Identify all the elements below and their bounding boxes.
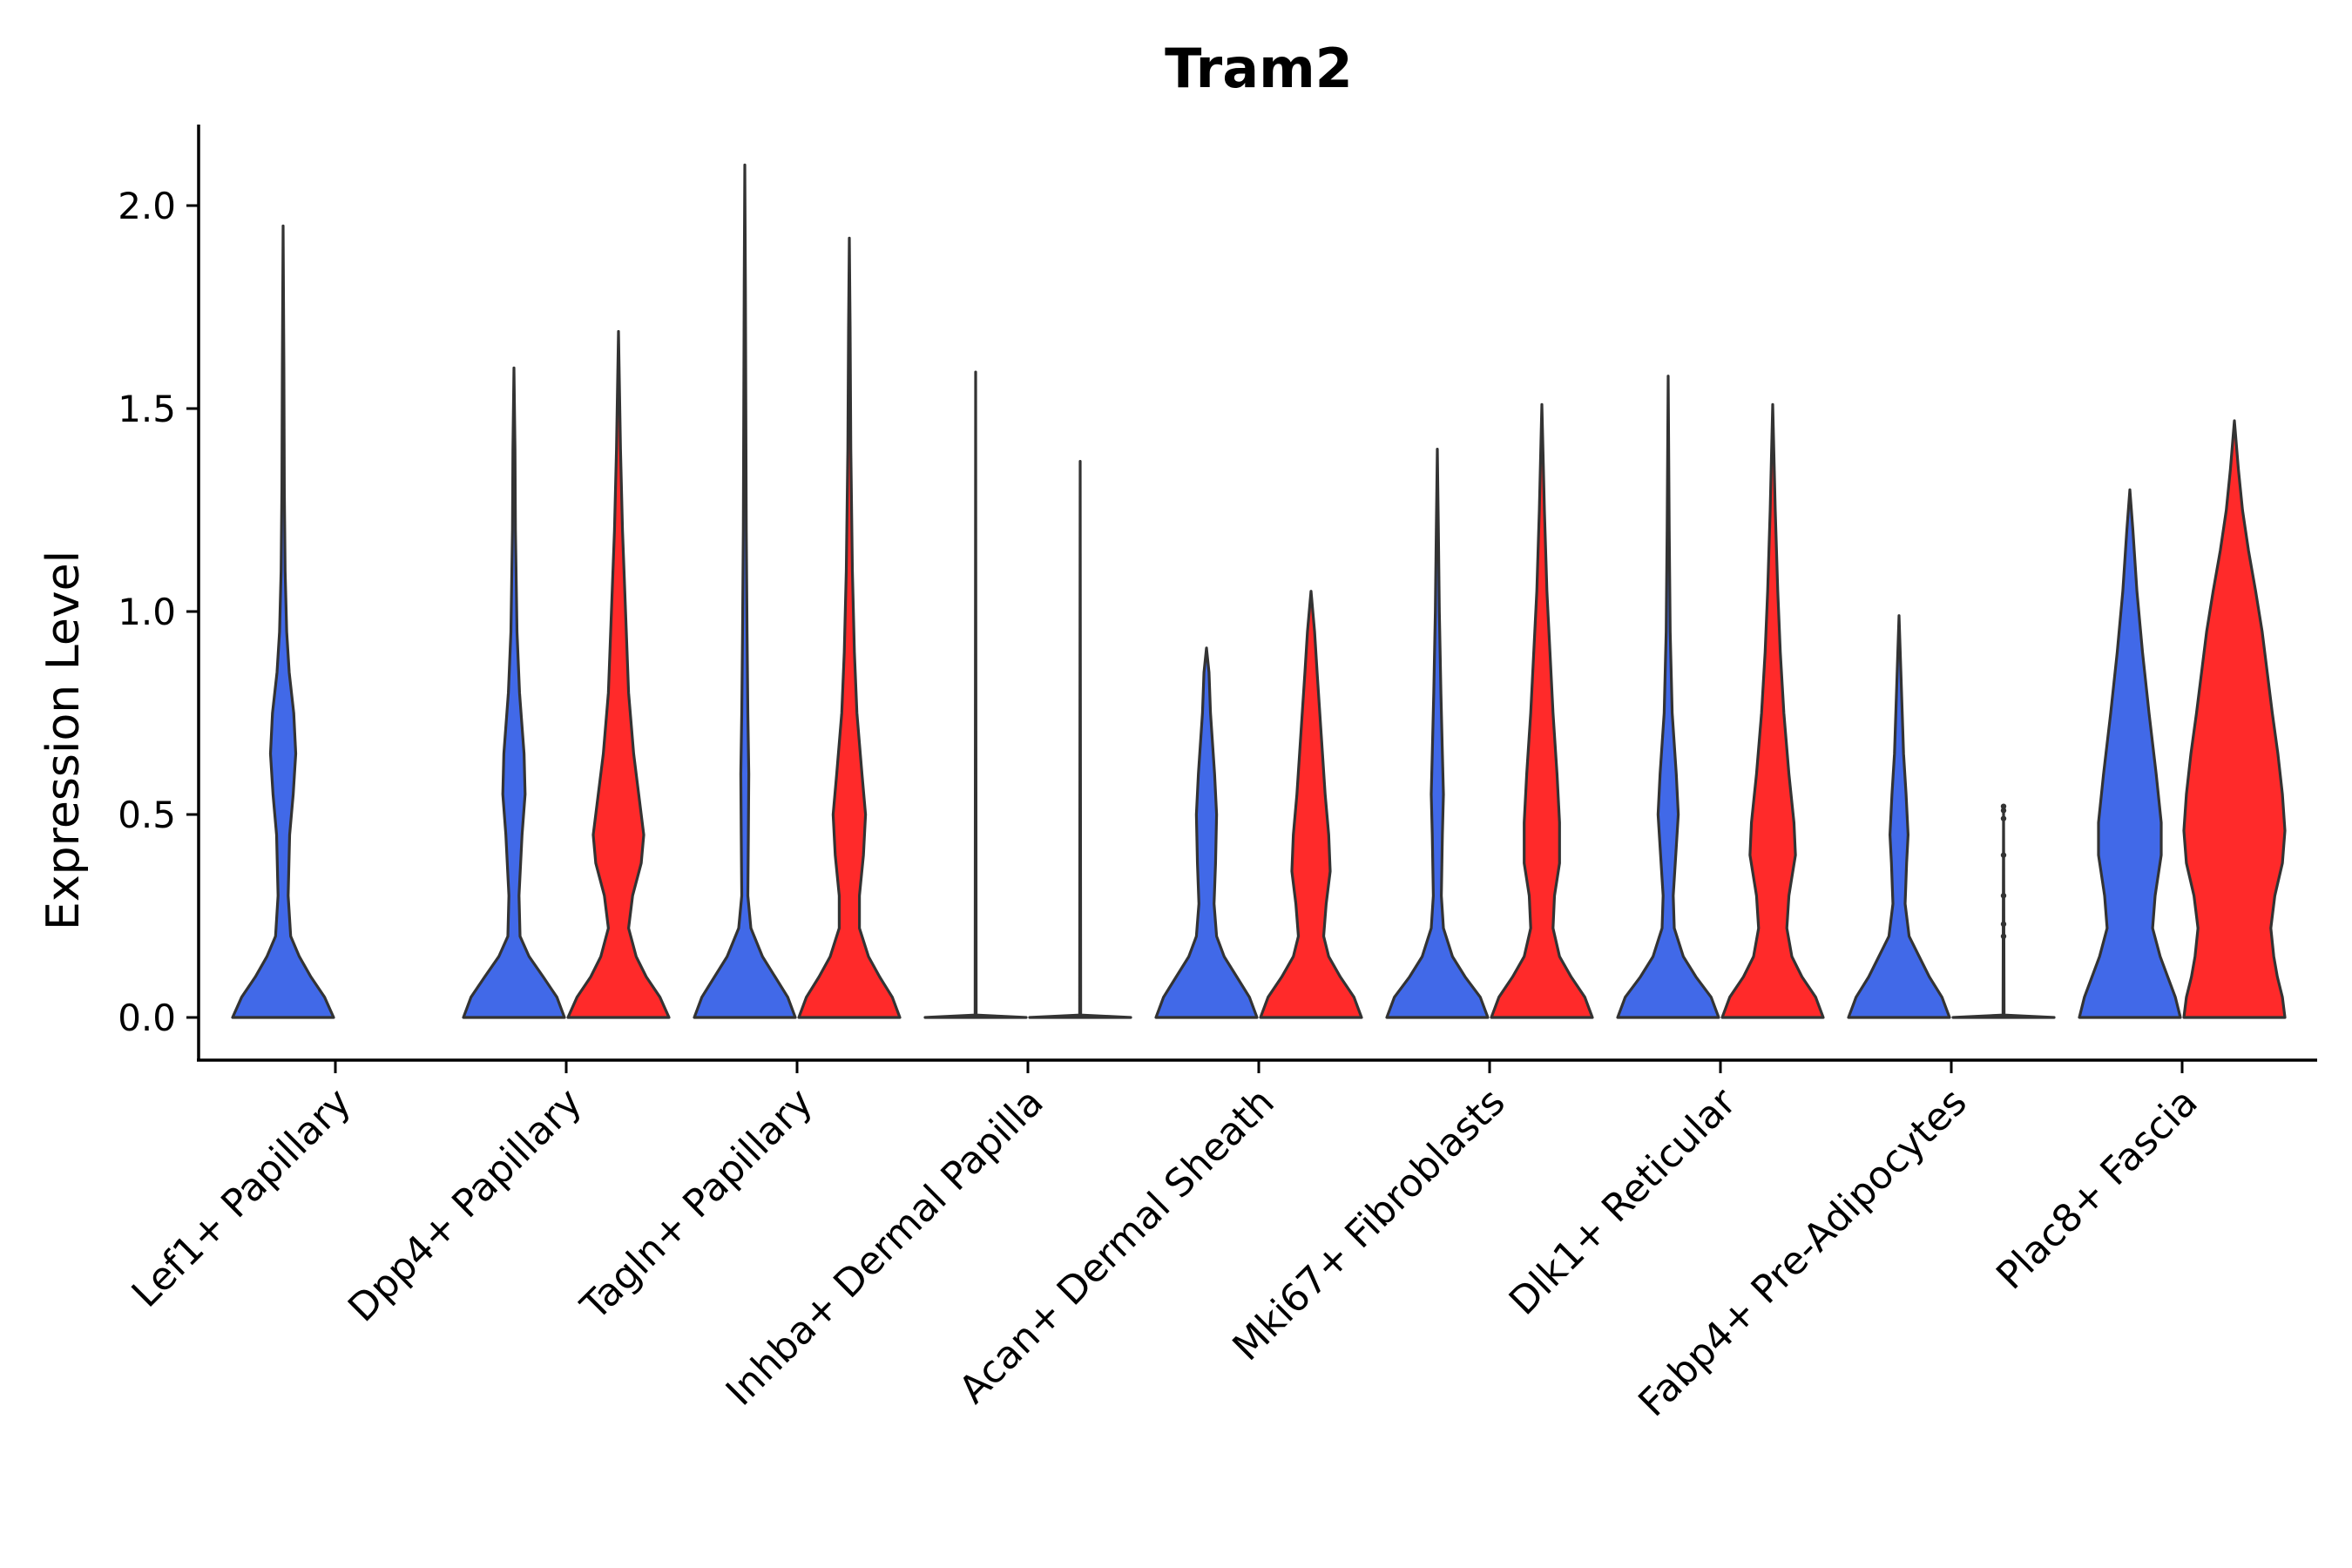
violin-point (2000, 893, 2007, 899)
y-tick-label: 2.0 (118, 185, 176, 227)
violin-shape (462, 366, 566, 1019)
violin-shape (2182, 419, 2287, 1019)
violin-point (2000, 808, 2007, 814)
violin-point (2000, 852, 2007, 858)
violin-shape (1259, 590, 1363, 1019)
violin-shape (1847, 614, 1951, 1019)
plot-area (231, 163, 2287, 1019)
y-axis: 0.0 0.5 1.0 1.5 2.0 (118, 185, 199, 1039)
violin-shape (693, 163, 797, 1019)
violin-point (2000, 803, 2007, 809)
violin-point (2000, 921, 2007, 928)
violin-shape (1616, 375, 1720, 1019)
violin-shape (1154, 646, 1259, 1019)
y-tick-label: 1.5 (118, 388, 176, 430)
violin-shape (1490, 402, 1594, 1019)
y-axis-title: Expression Level (37, 551, 90, 930)
violin-point (2000, 815, 2007, 821)
violin-shape (1951, 805, 2056, 1019)
violin-shape (1385, 448, 1490, 1019)
violin-point (2000, 933, 2007, 940)
violin-shape (566, 329, 671, 1019)
violin-shape (923, 370, 1028, 1019)
violin-shape (231, 224, 335, 1019)
violin-shape (1720, 402, 1825, 1019)
violin-shape (2078, 488, 2182, 1019)
violin-shape (1028, 460, 1132, 1019)
y-tick-label: 0.0 (118, 997, 176, 1039)
y-tick-label: 0.5 (118, 794, 176, 836)
violin-shape (797, 236, 902, 1019)
y-tick-label: 1.0 (118, 591, 176, 633)
chart-title: Tram2 (1165, 37, 1353, 100)
